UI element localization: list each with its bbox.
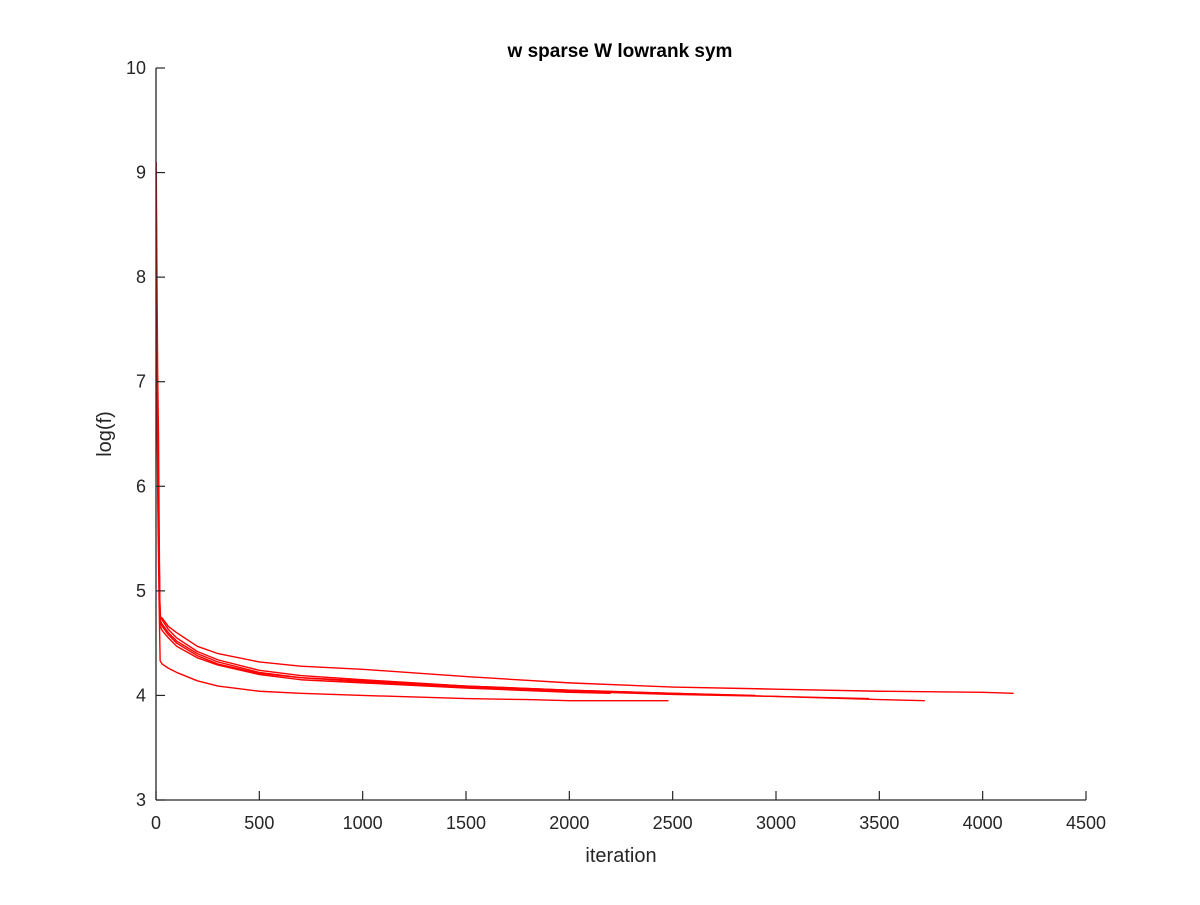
x-tick-label: 1500	[446, 813, 486, 833]
series-line-6	[155, 235, 669, 702]
series-layer	[155, 162, 1014, 702]
x-tick-label: 2500	[653, 813, 693, 833]
y-ticks: 3 4 5 6 7 8 9 10	[126, 58, 165, 810]
y-tick-label: 4	[136, 685, 146, 705]
x-tick-label: 1000	[343, 813, 383, 833]
series-line-3	[155, 193, 870, 700]
x-tick-label: 3000	[756, 813, 796, 833]
series-line-2	[155, 183, 925, 702]
y-tick-label: 7	[136, 372, 146, 392]
x-tick-label: 3500	[859, 813, 899, 833]
x-tick-label: 0	[151, 813, 161, 833]
series-line-5	[155, 214, 611, 695]
x-tick-label: 4500	[1066, 813, 1106, 833]
y-tick-label: 3	[136, 790, 146, 810]
x-axis-label: iteration	[585, 845, 656, 867]
x-tick-label: 2000	[549, 813, 589, 833]
axes-layer	[155, 68, 1086, 801]
y-tick-label: 8	[136, 267, 146, 287]
x-ticks: 0 500 1000 1500 2000 2500 3000 3500 4000 4500	[151, 791, 1106, 833]
x-tick-label: 500	[244, 813, 274, 833]
y-tick-label: 6	[136, 476, 146, 496]
y-tick-label: 5	[136, 581, 146, 601]
series-line-1	[155, 162, 1014, 695]
chart-title: w sparse W lowrank sym	[507, 41, 733, 62]
series-line-4	[155, 203, 756, 697]
y-tick-label: 10	[126, 58, 146, 78]
y-axis-label: log(f)	[94, 411, 116, 457]
x-tick-label: 4000	[963, 813, 1003, 833]
y-tick-label: 9	[136, 163, 146, 183]
